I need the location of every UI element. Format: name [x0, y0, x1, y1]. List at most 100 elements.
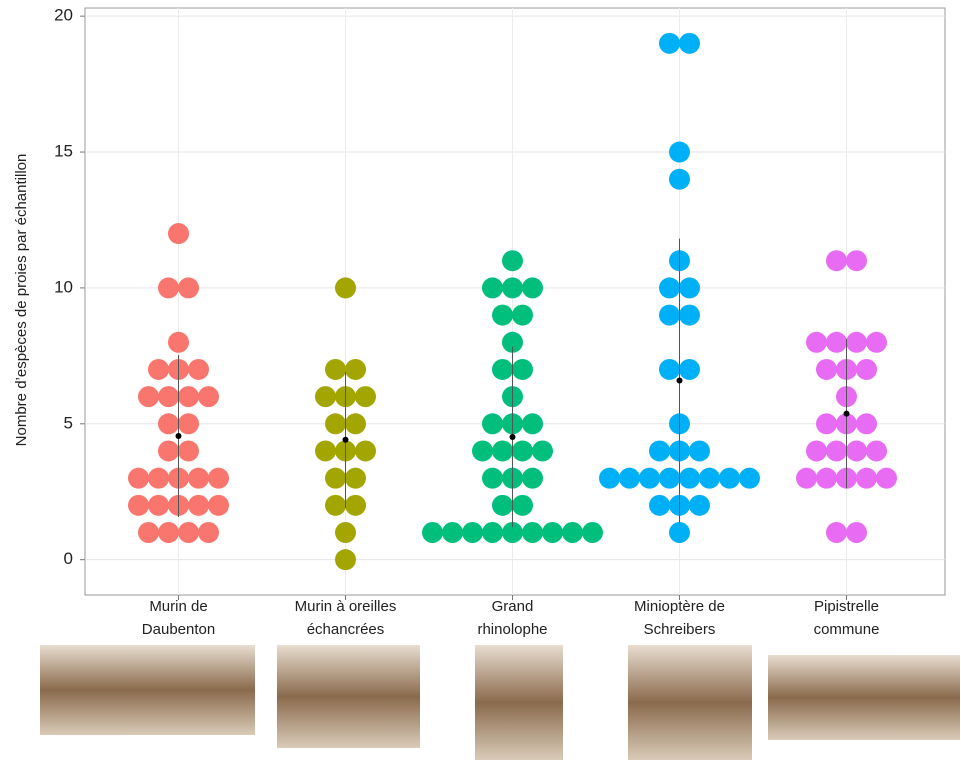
dot: [178, 386, 199, 408]
dot: [669, 521, 690, 543]
dot: [826, 331, 847, 353]
dot: [689, 440, 710, 462]
dot: [562, 521, 583, 543]
dot: [619, 467, 640, 489]
x-tick-label: échancrées: [307, 621, 385, 638]
dot: [719, 467, 740, 489]
dot: [482, 521, 503, 543]
dot: [148, 358, 169, 380]
dot: [345, 467, 366, 489]
dot: [532, 440, 553, 462]
dot: [669, 168, 690, 190]
dot: [826, 250, 847, 272]
x-tick-label: Daubenton: [142, 621, 215, 638]
dot: [138, 521, 159, 543]
dot: [315, 386, 336, 408]
dot: [168, 223, 189, 245]
dot: [492, 358, 513, 380]
photo: [628, 645, 752, 760]
dot: [158, 413, 179, 435]
dot: [138, 386, 159, 408]
y-tick-label: 5: [64, 413, 73, 432]
dot: [679, 358, 700, 380]
dot: [866, 331, 887, 353]
dot: [148, 494, 169, 516]
x-tick-label: Minioptère de: [634, 598, 725, 615]
y-tick-label: 20: [54, 6, 73, 25]
dot: [335, 549, 356, 571]
dot: [542, 521, 563, 543]
dot: [502, 277, 523, 299]
dot: [178, 440, 199, 462]
dot: [846, 331, 867, 353]
dot: [846, 440, 867, 462]
y-axis-title: Nombre d’espèces de proies par échantill…: [13, 154, 30, 447]
dot: [522, 521, 543, 543]
dot: [669, 141, 690, 163]
dot: [325, 413, 346, 435]
dot: [158, 440, 179, 462]
dot: [355, 386, 376, 408]
dot: [502, 521, 523, 543]
mean-point: [843, 410, 850, 417]
dot: [522, 277, 543, 299]
photo: [475, 645, 563, 760]
dot: [679, 277, 700, 299]
dot: [335, 521, 356, 543]
dot: [315, 440, 336, 462]
dot: [208, 494, 229, 516]
dot: [492, 304, 513, 326]
plot-area: [84, 7, 946, 596]
dot: [659, 467, 680, 489]
dot: [512, 440, 533, 462]
dot: [422, 521, 443, 543]
dot: [492, 494, 513, 516]
dot: [442, 521, 463, 543]
dot: [345, 358, 366, 380]
dot: [659, 277, 680, 299]
dot: [482, 413, 503, 435]
dot: [198, 386, 219, 408]
x-tick-label: rhinolophe: [477, 621, 547, 638]
x-tick-label: Murin de: [149, 598, 207, 615]
dot: [856, 358, 877, 380]
dot: [198, 521, 219, 543]
y-tick-label: 10: [54, 277, 73, 296]
dot: [846, 521, 867, 543]
dot: [178, 413, 199, 435]
x-tick-label: Schreibers: [644, 621, 716, 638]
dot: [502, 331, 523, 353]
dot: [335, 277, 356, 299]
dot: [679, 304, 700, 326]
dot: [866, 440, 887, 462]
dot: [325, 467, 346, 489]
dot: [806, 440, 827, 462]
dot: [188, 358, 209, 380]
dot: [522, 467, 543, 489]
dot: [345, 494, 366, 516]
dot: [639, 467, 660, 489]
dot: [345, 413, 366, 435]
dot: [796, 467, 817, 489]
mean-point: [509, 433, 516, 440]
dot: [582, 521, 603, 543]
dot: [158, 277, 179, 299]
dot: [856, 413, 877, 435]
y-tick-label: 15: [54, 142, 73, 161]
photo: [277, 645, 420, 748]
dot: [856, 467, 877, 489]
dot: [325, 358, 346, 380]
x-tick-label: Grand: [492, 598, 534, 615]
dot: [472, 440, 493, 462]
photos: [40, 645, 960, 760]
marks: [128, 32, 897, 571]
dot: [128, 494, 149, 516]
dot: [208, 467, 229, 489]
dot: [806, 331, 827, 353]
dot: [158, 521, 179, 543]
dot: [816, 413, 837, 435]
dot: [188, 494, 209, 516]
dot: [325, 494, 346, 516]
dot: [512, 358, 533, 380]
